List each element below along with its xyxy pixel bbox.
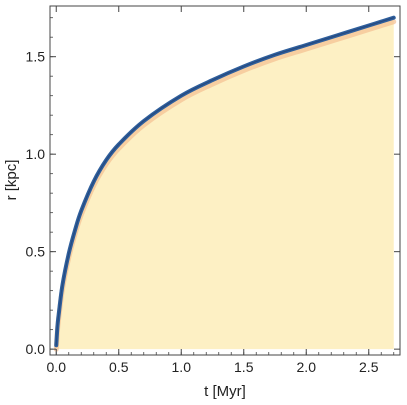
y-tick-label: 1.0	[26, 146, 46, 162]
y-tick-label: 0.0	[26, 341, 46, 357]
filled-region	[56, 17, 394, 350]
x-tick-label: 0.0	[47, 359, 67, 375]
plot-frame	[49, 5, 401, 356]
x-tick-label: 1.0	[172, 359, 192, 375]
x-axis-label: t [Myr]	[204, 383, 246, 400]
boundary-line	[55, 17, 395, 346]
y-axis-label: r [kpc]	[3, 160, 20, 201]
x-tick-label: 0.5	[109, 359, 129, 375]
y-axis: 0.0 0.5 1.0 1.5	[26, 17, 400, 357]
x-tick-label: 2.0	[297, 359, 317, 375]
x-tick-label: 1.5	[234, 359, 254, 375]
plot-area	[53, 15, 397, 352]
x-tick-label: 2.5	[359, 359, 379, 375]
y-tick-label: 1.5	[26, 49, 46, 65]
x-axis: 0.0 0.5 1.0 1.5 2.0 2.5	[47, 6, 395, 375]
y-tick-label: 0.5	[26, 244, 46, 260]
